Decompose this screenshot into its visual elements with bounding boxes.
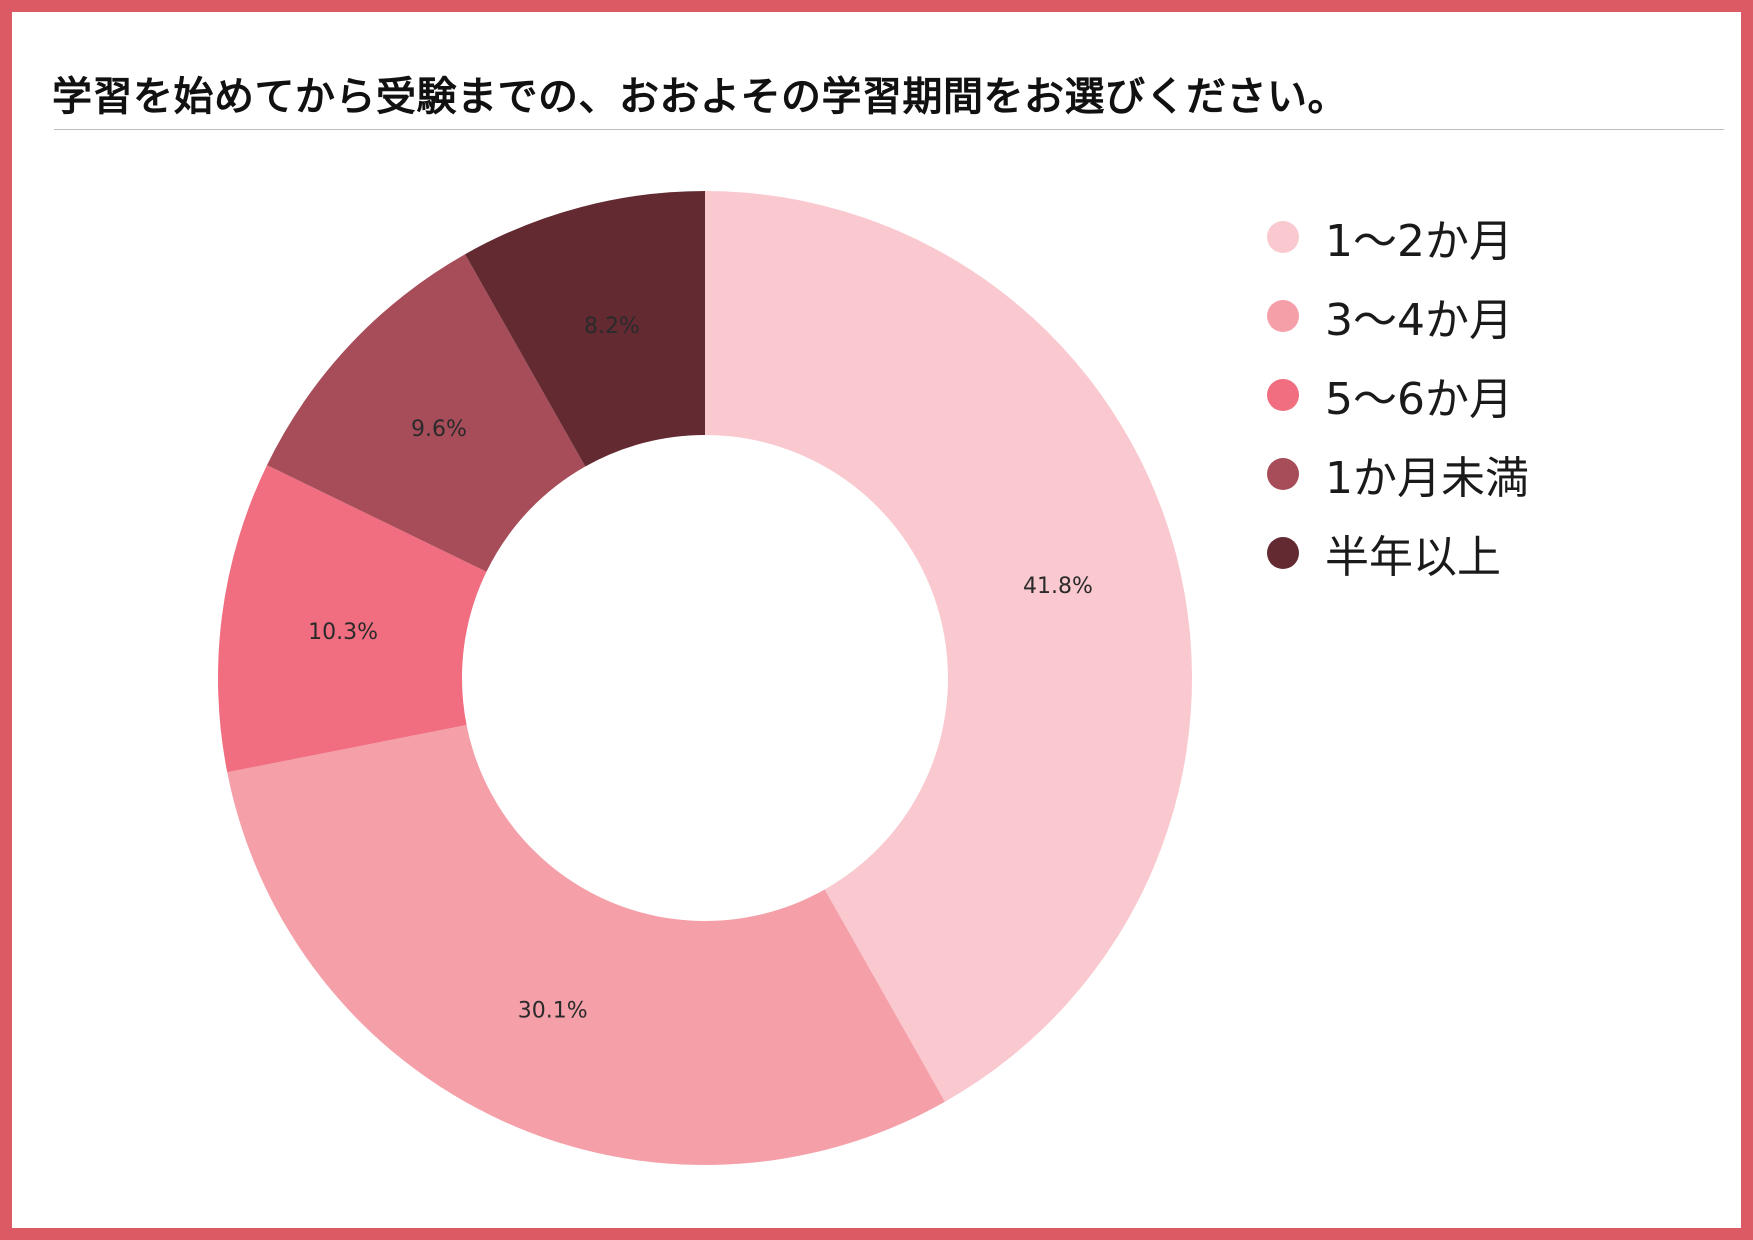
legend-swatch	[1267, 378, 1299, 411]
chart-title: 学習を始めてから受験までの、おおよその学習期間をお選びください。	[52, 74, 1348, 120]
legend-label: 3～4か月	[1325, 294, 1513, 346]
legend-swatch	[1267, 299, 1299, 332]
title-divider	[54, 129, 1724, 130]
data-label-5: 8.2%	[584, 314, 640, 339]
data-label-4: 9.6%	[411, 417, 467, 442]
slice-3	[217, 465, 487, 773]
data-label-2: 30.1%	[518, 999, 588, 1024]
slice-1	[705, 190, 1193, 1102]
legend-item-2: 3～4か月	[1267, 276, 1529, 355]
legend-swatch	[1267, 220, 1299, 253]
data-label-3: 10.3%	[308, 620, 378, 645]
legend-item-5: 半年以上	[1267, 513, 1529, 592]
data-label-1: 41.8%	[1023, 574, 1093, 599]
slice-4	[266, 254, 586, 572]
slice-5	[465, 191, 705, 467]
donut-chart: 41.8% 30.1% 10.3% 9.6% 8.2%	[217, 190, 1193, 1165]
legend-label: 1～2か月	[1325, 215, 1513, 267]
legend-item-4: 1か月未満	[1267, 434, 1529, 513]
legend-item-3: 5～6か月	[1267, 355, 1529, 434]
legend: 1～2か月 3～4か月 5～6か月 1か月未満 半年以上	[1267, 197, 1529, 592]
legend-item-1: 1～2か月	[1267, 197, 1529, 276]
legend-swatch	[1267, 457, 1299, 490]
legend-label: 1か月未満	[1325, 452, 1529, 504]
legend-swatch	[1267, 536, 1299, 569]
legend-label: 半年以上	[1325, 531, 1501, 583]
legend-label: 5～6か月	[1325, 373, 1513, 425]
slice-2	[227, 725, 945, 1165]
